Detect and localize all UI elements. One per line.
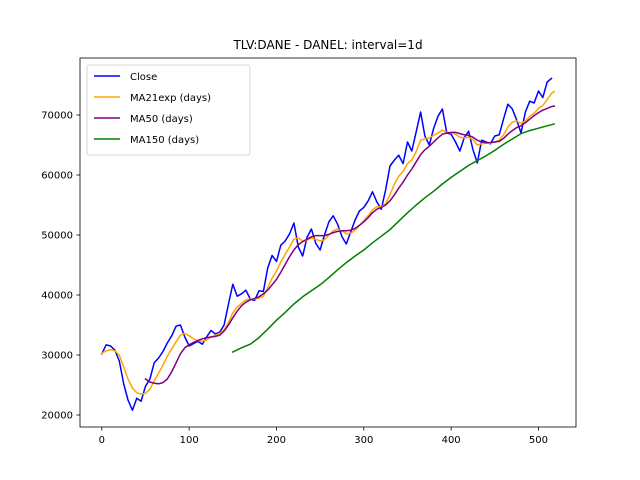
x-tick-label: 200	[267, 435, 286, 446]
y-tick-label: 50000	[41, 231, 73, 242]
chart-title: TLV:DANE - DANEL: interval=1d	[232, 38, 422, 52]
axes-frame	[79, 57, 577, 428]
legend-label-3: MA150 (days)	[130, 135, 199, 146]
legend-label-0: Close	[130, 72, 157, 83]
axis-ticks: 0 100 200 300 400 500 20000 30000 40000 50000 6000…	[41, 111, 548, 447]
legend-label-2: MA50 (days)	[130, 114, 193, 125]
plot-lines	[100, 77, 556, 411]
legend: Close MA21exp (days) MA50 (days) MA150 (day…	[86, 64, 251, 156]
y-tick-label: 60000	[41, 171, 73, 182]
x-tick-label: 0	[99, 435, 105, 446]
y-tick-label: 70000	[41, 111, 73, 122]
y-tick-label: 40000	[41, 291, 73, 302]
x-tick-label: 400	[442, 435, 461, 446]
series-line-2	[144, 105, 556, 385]
series-line-3	[231, 123, 556, 354]
legend-label-1: MA21exp (days)	[130, 93, 211, 104]
x-tick-label: 300	[354, 435, 373, 446]
y-tick-label: 20000	[41, 411, 73, 422]
y-tick-label: 30000	[41, 351, 73, 362]
x-tick-label: 500	[529, 435, 548, 446]
legend-box	[86, 64, 251, 156]
plot-area-border	[79, 57, 577, 428]
x-tick-label: 100	[180, 435, 199, 446]
